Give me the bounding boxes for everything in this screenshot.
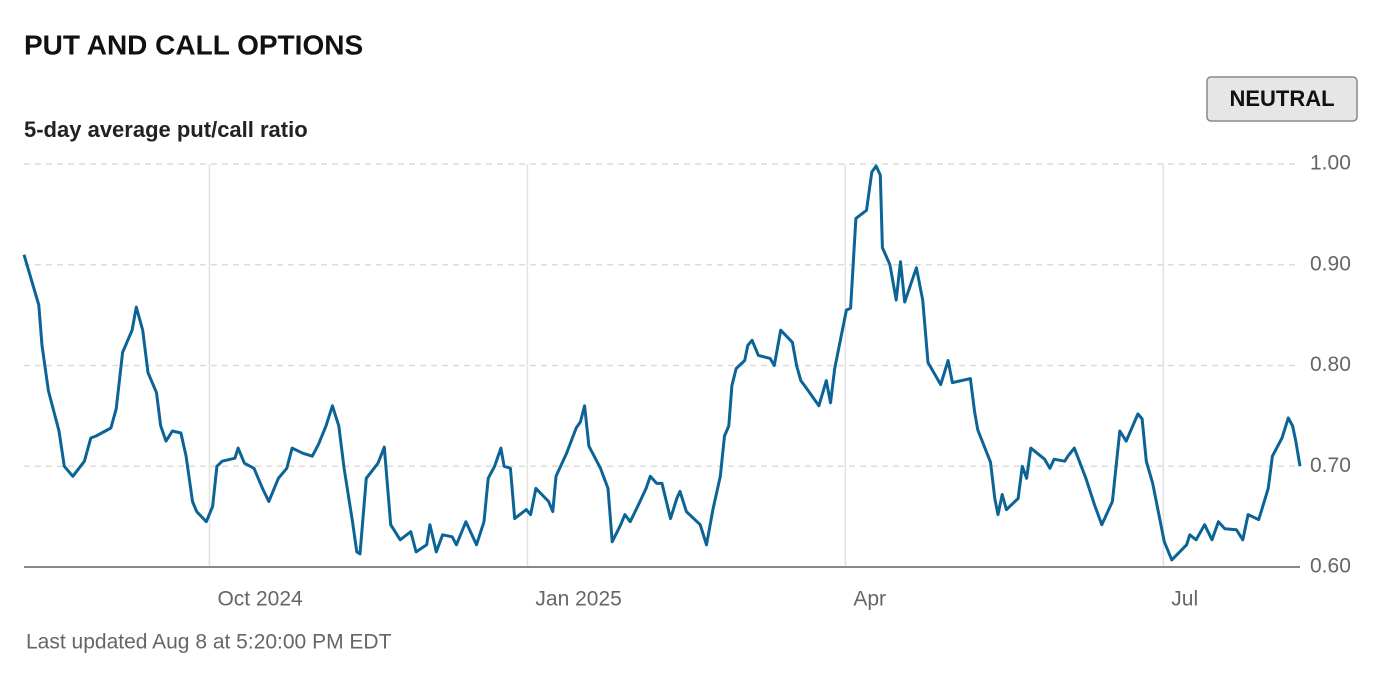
y-tick-label: 0.70: [1310, 454, 1351, 477]
line-series: [22, 164, 1302, 562]
x-tick-label: Apr: [853, 588, 886, 611]
footnote: Last updated Aug 8 at 5:20:00 PM EDT: [26, 631, 392, 654]
y-tick-label: 0.80: [1310, 353, 1351, 376]
y-tick-label: 1.00: [1310, 152, 1351, 175]
y-tick-label: 0.60: [1310, 555, 1351, 578]
y-tick-label: 0.90: [1310, 252, 1351, 275]
x-tick-label: Oct 2024: [217, 588, 303, 611]
badge-box: [1206, 76, 1358, 122]
badge-label: NEUTRAL: [1229, 86, 1334, 111]
chart-title: PUT AND CALL OPTIONS: [24, 29, 363, 60]
chart-subtitle: 5-day average put/call ratio: [24, 117, 308, 142]
x-tick-label: Jul: [1171, 588, 1198, 611]
x-tick-label: Jan 2025: [535, 588, 621, 611]
